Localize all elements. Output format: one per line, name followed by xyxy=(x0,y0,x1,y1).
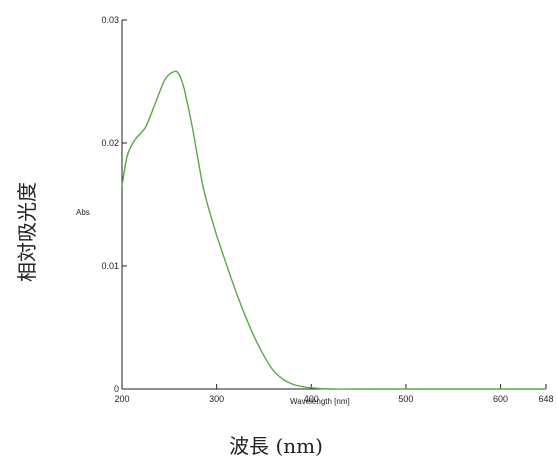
x-tick-label: 300 xyxy=(209,394,224,404)
x-tick-label: 600 xyxy=(493,394,508,404)
y-axis-ticks: 0 0.01 0.02 0.03 xyxy=(101,15,127,394)
x-axis-ticks: 200 300 400 500 600 648 xyxy=(114,384,554,404)
y-axis-outer-label: 相対吸光度 xyxy=(15,182,39,282)
x-tick-label: 500 xyxy=(398,394,413,404)
y-axis-inner-label: Abs xyxy=(76,208,90,217)
x-tick-label: 200 xyxy=(114,394,129,404)
y-tick-label: 0.03 xyxy=(101,15,119,25)
series-layer xyxy=(121,70,546,390)
y-tick-label: 0.01 xyxy=(101,261,119,271)
x-axis-outer-label: 波長 (nm) xyxy=(229,434,323,458)
series-line-0 xyxy=(121,70,546,390)
x-tick-label: 400 xyxy=(304,394,319,404)
y-tick-label: 0.02 xyxy=(101,138,119,148)
x-tick-label: 648 xyxy=(538,394,553,404)
y-tick-label: 0 xyxy=(114,384,119,394)
x-axis-inner-label: Wavelength [nm] xyxy=(290,397,350,406)
